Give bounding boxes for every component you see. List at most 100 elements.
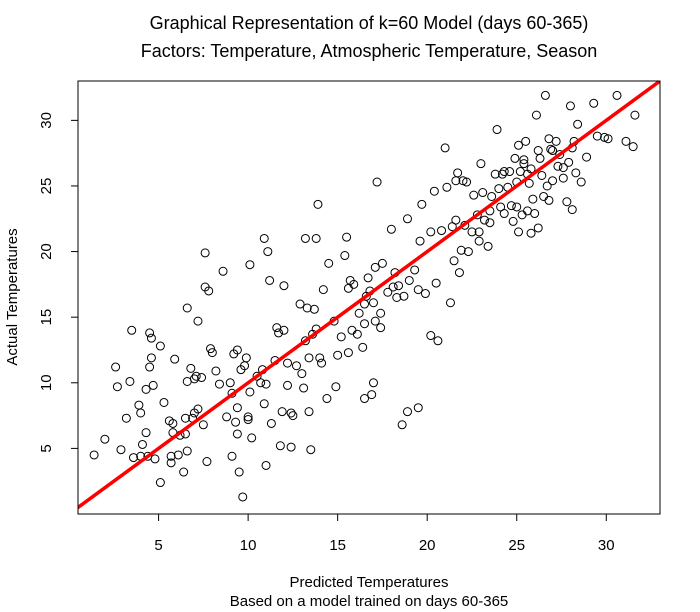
data-point bbox=[179, 467, 189, 477]
data-point bbox=[494, 184, 504, 194]
data-point bbox=[431, 278, 441, 288]
data-point bbox=[288, 411, 298, 421]
data-point bbox=[343, 283, 353, 293]
data-point bbox=[146, 333, 156, 343]
data-point bbox=[347, 325, 357, 335]
data-point bbox=[386, 224, 396, 234]
data-point bbox=[404, 275, 414, 285]
y-tick-label: 25 bbox=[38, 178, 55, 195]
data-point bbox=[206, 344, 216, 354]
data-point bbox=[245, 387, 255, 397]
data-point bbox=[145, 328, 155, 338]
data-point bbox=[309, 304, 319, 314]
data-point bbox=[514, 140, 524, 150]
data-point bbox=[283, 380, 293, 390]
data-point bbox=[363, 273, 373, 283]
data-point bbox=[238, 492, 248, 502]
data-point bbox=[331, 382, 341, 392]
data-point bbox=[415, 236, 425, 246]
y-tick-label: 30 bbox=[38, 112, 55, 129]
data-point bbox=[322, 394, 332, 404]
data-point bbox=[197, 373, 207, 383]
data-point bbox=[521, 136, 531, 146]
data-point bbox=[612, 90, 622, 100]
data-point bbox=[571, 168, 581, 178]
data-point bbox=[483, 241, 493, 251]
data-point bbox=[259, 233, 269, 243]
data-point bbox=[370, 316, 380, 326]
data-point bbox=[565, 101, 575, 111]
data-point bbox=[202, 457, 212, 467]
data-point bbox=[222, 412, 232, 422]
data-point bbox=[467, 227, 477, 237]
data-point bbox=[286, 408, 296, 418]
data-point bbox=[315, 353, 325, 363]
data-point bbox=[227, 451, 237, 461]
data-point bbox=[261, 460, 271, 470]
data-point bbox=[537, 170, 547, 180]
x-tick-label: 30 bbox=[598, 537, 615, 554]
data-point bbox=[89, 450, 99, 460]
data-point bbox=[526, 228, 536, 238]
data-point bbox=[279, 281, 289, 291]
data-point bbox=[528, 194, 538, 204]
data-point bbox=[311, 233, 321, 243]
data-point bbox=[324, 258, 334, 268]
data-point bbox=[333, 350, 343, 360]
x-axis-title: Predicted Temperatures bbox=[290, 574, 449, 591]
data-point bbox=[544, 195, 554, 205]
data-point bbox=[453, 168, 463, 178]
x-tick-label: 10 bbox=[240, 537, 257, 554]
data-point bbox=[200, 248, 210, 258]
data-point bbox=[170, 354, 180, 364]
data-point bbox=[524, 178, 534, 188]
data-point bbox=[445, 298, 455, 308]
data-point bbox=[125, 376, 135, 386]
data-point bbox=[211, 366, 221, 376]
data-point bbox=[145, 362, 155, 372]
data-point bbox=[354, 308, 364, 318]
reference-line-layer bbox=[78, 81, 660, 510]
data-point bbox=[540, 90, 550, 100]
data-point bbox=[295, 299, 305, 309]
data-point bbox=[225, 378, 235, 388]
data-point bbox=[300, 336, 310, 346]
data-point bbox=[297, 369, 307, 379]
data-point bbox=[426, 331, 436, 341]
data-point bbox=[204, 286, 214, 296]
data-point bbox=[567, 205, 577, 215]
data-point bbox=[499, 167, 509, 177]
data-point bbox=[247, 433, 257, 443]
data-point bbox=[168, 418, 178, 428]
data-point bbox=[539, 191, 549, 201]
data-point bbox=[136, 408, 146, 418]
data-point bbox=[476, 159, 486, 169]
data-point bbox=[630, 110, 640, 120]
data-point bbox=[449, 256, 459, 266]
data-point bbox=[189, 374, 199, 384]
data-point bbox=[129, 453, 139, 463]
data-point bbox=[137, 439, 147, 449]
data-point bbox=[266, 418, 276, 428]
y-axis: 5 10 15 20 25 30 bbox=[38, 112, 78, 453]
data-point bbox=[573, 119, 583, 129]
data-point bbox=[558, 173, 568, 183]
y-tick-label: 20 bbox=[38, 243, 55, 260]
data-point bbox=[397, 420, 407, 430]
data-point bbox=[207, 348, 217, 358]
data-point bbox=[558, 163, 568, 173]
data-point bbox=[510, 153, 520, 163]
data-point bbox=[134, 400, 144, 410]
data-point bbox=[410, 265, 420, 275]
data-point bbox=[582, 152, 592, 162]
data-point bbox=[499, 209, 509, 219]
data-point bbox=[193, 316, 203, 326]
data-point bbox=[191, 371, 201, 381]
data-point bbox=[277, 407, 287, 417]
data-point bbox=[336, 332, 346, 342]
data-point bbox=[413, 403, 423, 413]
data-point bbox=[111, 362, 121, 372]
data-point bbox=[214, 379, 224, 389]
data-point bbox=[531, 110, 541, 120]
